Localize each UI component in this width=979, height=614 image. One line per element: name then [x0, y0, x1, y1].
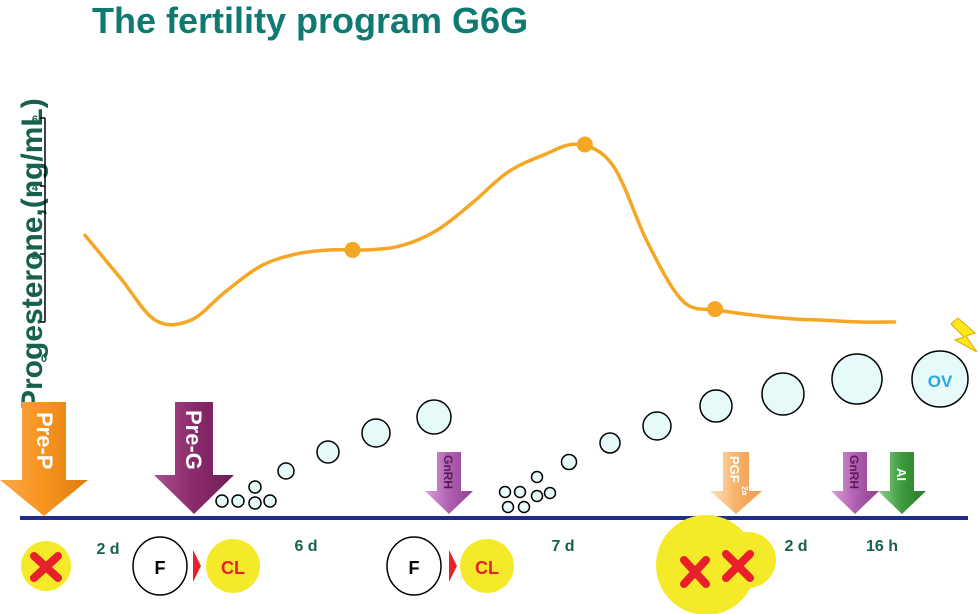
- follicle-small: [501, 500, 515, 514]
- interval-7d: 7 d: [551, 538, 574, 555]
- gnrh-label-1: GnRH: [441, 455, 455, 489]
- pre-p-arrow: Pre-P: [0, 402, 88, 516]
- interval-2d-second: 2 d: [784, 538, 807, 555]
- gnrh-label-2: GnRH: [847, 455, 861, 489]
- f-cl-pair-1: F CL: [132, 536, 260, 596]
- ovulation-follicle: OV: [911, 317, 978, 408]
- pre-g-arrow: Pre-G: [154, 402, 234, 514]
- progesterone-curve: [83, 142, 897, 327]
- ai-arrow: AI: [878, 452, 926, 514]
- curve-marker-1: [344, 241, 361, 258]
- pgf-subscript: 2α: [740, 486, 749, 495]
- follicle-small: [263, 494, 277, 508]
- pgf-label: PGF: [727, 456, 742, 483]
- follicle-label: F: [155, 558, 166, 578]
- pre-g-label: Pre-G: [181, 410, 206, 470]
- follicle-wave-2: [498, 353, 883, 514]
- page-title: The fertility program G6G: [92, 0, 528, 41]
- follicle-small: [517, 500, 531, 514]
- follicle-small: [530, 470, 544, 484]
- follicle-growing: [699, 389, 733, 423]
- follicle-structure: [386, 536, 442, 596]
- gnrh-arrow-1: GnRH: [425, 452, 473, 514]
- ovulation-label: OV: [928, 372, 953, 391]
- regressing-cl-2: [656, 515, 776, 614]
- follicle-small: [248, 480, 262, 494]
- regressing-cl-1: [21, 541, 71, 591]
- f-cl-pair-2: F CL: [386, 536, 514, 596]
- follicle-small: [513, 485, 527, 499]
- follicle-growing: [361, 418, 391, 448]
- cross-icon: [722, 550, 754, 582]
- follicle-growing: [599, 432, 621, 454]
- lightning-icon: [950, 317, 978, 353]
- curve-markers: [344, 136, 724, 318]
- corpus-luteum: [460, 539, 514, 593]
- interval-6d: 6 d: [294, 538, 317, 555]
- ai-label: AI: [894, 468, 909, 481]
- follicle-small: [231, 494, 245, 508]
- follicle-small: [530, 489, 544, 503]
- interval-16h: 16 h: [866, 538, 898, 555]
- cross-icon: [680, 556, 710, 588]
- follicle-growing: [560, 453, 578, 471]
- follicle-growing: [761, 372, 805, 416]
- follicle-structure: [132, 536, 188, 596]
- pgf-arrow: PGF 2α: [710, 452, 762, 514]
- cl-label: CL: [221, 558, 245, 578]
- cross-icon: [30, 552, 62, 582]
- interval-2d-first: 2 d: [96, 541, 119, 558]
- y-tick-label-6: 6: [32, 114, 38, 126]
- follicle-wave-1: [215, 399, 452, 510]
- corpus-luteum: [206, 539, 260, 593]
- follicle-growing: [642, 411, 672, 441]
- follicle-label: F: [409, 558, 420, 578]
- follicle-growing: [277, 462, 295, 480]
- transition-arrow-icon: [449, 550, 457, 582]
- follicle-small: [543, 486, 557, 500]
- follicle-small: [248, 496, 262, 510]
- cl-label: CL: [475, 558, 499, 578]
- transition-arrow-icon: [193, 550, 201, 582]
- gnrh-arrow-2: GnRH: [831, 452, 879, 514]
- follicle-dominant: [416, 399, 452, 435]
- pre-p-label: Pre-P: [32, 412, 57, 469]
- y-tick-label-2: 2: [32, 250, 38, 262]
- curve-marker-2: [576, 136, 593, 153]
- follicle-small: [215, 494, 229, 508]
- follicle-growing: [316, 440, 340, 464]
- curve-marker-3: [707, 301, 724, 318]
- follicle-small: [498, 485, 512, 499]
- follicle-preovulatory: [831, 353, 883, 405]
- y-tick-label-4: 4: [32, 182, 39, 194]
- y-tick-label-0: 0: [41, 353, 47, 365]
